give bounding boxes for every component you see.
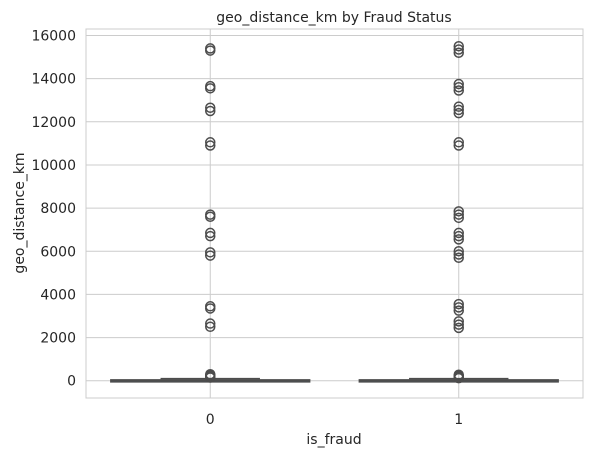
outlier-point [453, 369, 464, 380]
y-tick-label: 2000 [40, 331, 76, 347]
y-tick-label: 12000 [31, 115, 76, 131]
outlier-point [453, 302, 464, 313]
outlier-point [453, 82, 464, 93]
y-tick-label: 16000 [31, 28, 76, 44]
outlier-point [205, 318, 216, 329]
outlier-point [453, 206, 464, 217]
outlier-point [453, 78, 464, 90]
outlier-point [205, 43, 216, 54]
outlier-point [205, 227, 216, 239]
outlier-point [453, 104, 464, 116]
y-tick-label: 10000 [31, 158, 76, 174]
outlier-point [453, 85, 464, 96]
outlier-point [453, 41, 464, 52]
outlier-point [205, 80, 216, 92]
outlier-point [453, 246, 464, 257]
plot-frame [85, 28, 584, 399]
outlier-point [205, 209, 216, 220]
x-tick-label: 1 [454, 412, 463, 428]
tick-layer: 0 2000 4000 6000 8000 10000 12000 14000 16000 0 1 [31, 28, 463, 428]
outlier-point [453, 305, 464, 316]
outlier-point [453, 107, 464, 119]
x-axis-label: is_fraud [306, 432, 361, 448]
outlier-point [453, 234, 464, 245]
outlier-point [453, 252, 464, 263]
outlier-point [453, 319, 464, 330]
outlier-point [205, 230, 216, 242]
x-tick-label: 0 [206, 412, 215, 428]
y-tick-label: 4000 [40, 287, 76, 303]
outlier-point [205, 247, 216, 258]
outlier-point [205, 102, 216, 114]
outlier-point [205, 140, 216, 151]
outlier-point [205, 369, 216, 380]
y-tick-label: 14000 [31, 72, 76, 88]
outlier-point [453, 230, 464, 242]
outlier-point [453, 316, 464, 327]
outlier-point [453, 249, 464, 260]
outlier-point [453, 101, 464, 112]
outlier-point [453, 140, 464, 151]
outlier-point [205, 105, 216, 117]
outlier-point [453, 322, 464, 334]
outlier-point [453, 212, 464, 224]
outlier-point [453, 47, 464, 58]
outlier-point [453, 137, 464, 148]
outlier-point [453, 298, 464, 310]
box-layer [110, 41, 559, 384]
y-tick-label: 0 [67, 374, 76, 390]
outlier-point [453, 209, 464, 220]
outlier-point [205, 250, 216, 261]
y-axis-label: geo_distance_km [12, 152, 28, 273]
y-tick-label: 8000 [40, 201, 76, 217]
outlier-point [205, 321, 216, 333]
y-tick-label: 6000 [40, 244, 76, 260]
chart-title: geo_distance_km by Fraud Status [216, 10, 451, 26]
outlier-point [453, 44, 464, 55]
outlier-point [205, 301, 216, 312]
outlier-point [205, 137, 216, 148]
outlier-point [453, 227, 464, 239]
grid-layer [86, 29, 583, 398]
